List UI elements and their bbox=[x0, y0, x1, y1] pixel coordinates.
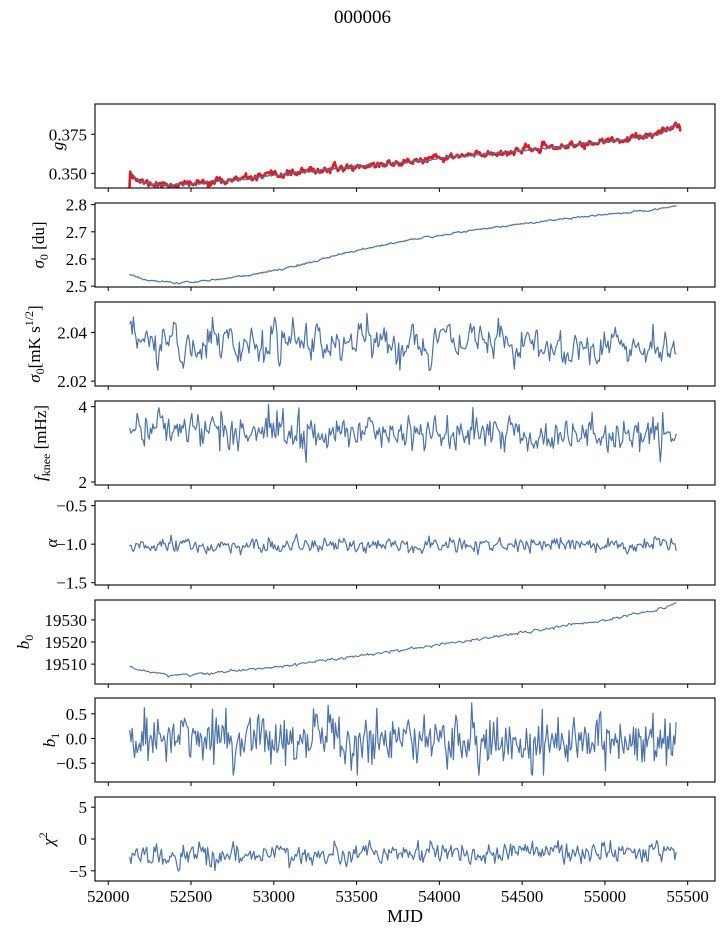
y-tick-label: −1.0 bbox=[56, 535, 87, 554]
y-axis-label-g: g bbox=[48, 142, 67, 151]
series-b0-line bbox=[129, 602, 677, 678]
y-tick-label: 2.8 bbox=[66, 196, 87, 215]
y-tick-label: 2.04 bbox=[57, 323, 87, 342]
figure-title: 000006 bbox=[334, 7, 391, 28]
x-tick-label: 53000 bbox=[253, 887, 296, 906]
y-tick-label: 4 bbox=[79, 398, 88, 417]
panel-fknee: 2 4 fknee [mHz] bbox=[31, 398, 716, 492]
y-tick-label: 2.5 bbox=[66, 277, 87, 296]
panel-border-chi2 bbox=[94, 796, 716, 882]
series-chi2-line bbox=[129, 839, 677, 872]
y-tick-label: 19520 bbox=[45, 633, 88, 652]
y-tick-label: 0.350 bbox=[49, 164, 87, 183]
panel-border-sigma0-mks bbox=[94, 301, 716, 387]
x-tick-label: 54000 bbox=[418, 887, 461, 906]
y-axis-label-sigma0-du: σ0 [du] bbox=[29, 222, 51, 269]
panel-sigma0-mks: 2.02 2.04 σ0[mK s1/2] bbox=[22, 301, 716, 391]
y-tick-label: 0.375 bbox=[49, 125, 87, 144]
panel-sigma0-du: 2.5 2.6 2.7 2.8 σ0 [du] bbox=[29, 196, 716, 296]
y-axis-label-sigma0-mks: σ0[mK s1/2] bbox=[22, 305, 47, 382]
y-tick-label: 0.0 bbox=[66, 730, 87, 749]
series-g-smoothed-blue bbox=[130, 123, 680, 187]
panel-border-alpha bbox=[94, 500, 716, 586]
series-alpha-line bbox=[129, 533, 677, 556]
panel-b0: 19510 19520 19530 b0 bbox=[14, 599, 716, 688]
y-axis-label-chi2: χ2 bbox=[36, 832, 58, 847]
panel-border-b1 bbox=[94, 697, 716, 783]
y-tick-label: 2 bbox=[79, 473, 88, 492]
panel-border-g bbox=[94, 103, 716, 189]
y-tick-label: 19530 bbox=[45, 611, 88, 630]
y-tick-label: 2.6 bbox=[66, 250, 87, 269]
panel-border-sigma0-du bbox=[94, 202, 716, 288]
x-tick-label: 52500 bbox=[170, 887, 213, 906]
y-tick-label: −5 bbox=[69, 862, 87, 881]
series-sigma0-mks-line bbox=[129, 312, 677, 371]
panel-border-fknee bbox=[94, 400, 716, 486]
panel-border-b0 bbox=[94, 599, 716, 685]
x-tick-label: 54500 bbox=[501, 887, 544, 906]
x-axis-title: MJD bbox=[386, 906, 423, 926]
series-b1-line bbox=[129, 702, 677, 776]
y-axis-label-b0: b0 bbox=[14, 635, 36, 650]
y-tick-label: −0.5 bbox=[56, 497, 87, 516]
y-axis-label-fknee: fknee [mHz] bbox=[31, 405, 53, 481]
y-tick-label: 5 bbox=[79, 798, 88, 817]
series-sigma0-du-line bbox=[129, 205, 677, 285]
y-tick-label: 2.7 bbox=[66, 223, 88, 242]
x-tick-label: 55000 bbox=[584, 887, 627, 906]
y-tick-label: −1.5 bbox=[56, 574, 87, 593]
x-tick-label: 55500 bbox=[666, 887, 709, 906]
y-tick-label: 0.5 bbox=[66, 705, 87, 724]
y-axis-label-alpha: α bbox=[42, 537, 61, 547]
y-tick-label: 2.02 bbox=[57, 372, 87, 391]
x-tick-label: 52000 bbox=[87, 887, 130, 906]
x-tick-label: 53500 bbox=[335, 887, 378, 906]
y-tick-label: 0 bbox=[79, 830, 88, 849]
y-tick-label: 19510 bbox=[45, 655, 88, 674]
series-fknee-line bbox=[129, 403, 677, 463]
panel-alpha: −0.5 −1.0 −1.5 α bbox=[42, 497, 716, 593]
panel-b1: 0.5 0.0 −0.5 b1 bbox=[40, 697, 716, 786]
y-tick-label: −0.5 bbox=[56, 754, 87, 773]
y-axis-label-b1: b1 bbox=[40, 733, 62, 748]
series-g-measured-red bbox=[128, 121, 682, 188]
